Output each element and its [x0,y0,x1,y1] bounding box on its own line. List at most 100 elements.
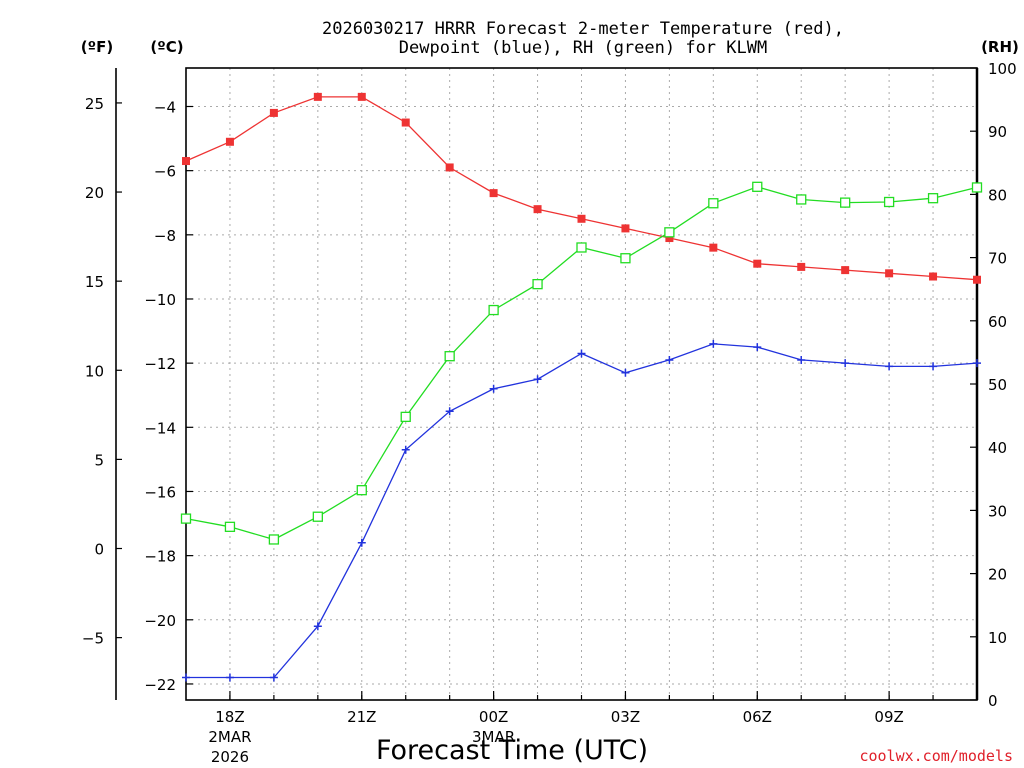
celsius-tick-label: −10 [144,291,176,309]
rh-point [796,194,807,205]
fahrenheit-tick-label: 0 [94,541,104,559]
dewpoint-point [753,343,762,352]
dewpoint-point [225,673,234,682]
rh-point [532,278,543,290]
celsius-tick-label: −14 [144,419,176,437]
temperature-point [225,137,234,146]
dewpoint-point [577,349,586,358]
rh-point [356,485,367,496]
rh-point [840,197,851,208]
fahrenheit-tick-label: 10 [85,362,104,380]
rh-tick-label: 100 [988,60,1017,78]
time-tick-date: 2MAR [208,728,251,746]
time-tick-label: 06Z [743,708,772,726]
dewpoint-point [665,355,674,364]
chart-title-line1: 2026030217 HRRR Forecast 2-meter Tempera… [322,19,844,39]
rh-tick-label: 90 [988,123,1007,141]
celsius-tick-label: −4 [154,98,176,116]
rh-tick-label: 0 [988,692,998,710]
celsius-ticks: −4 −6 −8 −10 −12 −14 −16 −18 −20 −22 [144,98,193,694]
dewpoint-point [621,368,630,377]
temperature-point [357,92,366,101]
fahrenheit-tick-label: 25 [85,95,104,113]
fahrenheit-tick-label: −5 [82,630,104,648]
temperature-point [973,275,981,284]
series-layer [180,92,983,682]
temperature-point [489,189,498,198]
time-tick-label: 18Z [215,708,244,726]
dewpoint-point [269,673,278,682]
dewpoint-point [929,362,938,371]
dewpoint-point [357,538,366,547]
temperature-point [709,243,718,252]
time-tick-year: 2026 [211,748,249,766]
rh-tick-label: 70 [988,250,1007,268]
rh-point [752,181,763,192]
series-rh [180,181,983,545]
credit-link[interactable]: coolwx.com/models [859,747,1013,765]
temperature-point [401,118,410,127]
temperature-point [577,214,586,223]
temperature-point [753,259,762,268]
rh-unit-label: (RH) [981,38,1019,56]
fahrenheit-tick-label: 20 [85,184,104,202]
rh-point [576,242,587,253]
rh-point [224,521,236,532]
rh-point [620,253,631,264]
temperature-point [445,163,454,172]
rh-point [400,411,411,423]
temperature-point [313,92,322,101]
dewpoint-point [401,445,410,454]
rh-tick-label: 40 [988,439,1007,457]
temperature-point [797,262,806,271]
rh-tick-label: 50 [988,376,1007,394]
rh-point [488,304,499,316]
fahrenheit-unit-label: (ºF) [81,38,113,56]
chart-title-line2: Dewpoint (blue), RH (green) for KLWM [399,38,767,58]
plot-frame [185,67,978,701]
rh-point [312,511,323,522]
temperature-point [929,272,938,281]
series-dewpoint [182,339,981,682]
rh-point [883,196,895,208]
rh-tick-label: 80 [988,186,1007,204]
rh-point [268,534,280,545]
temperature-point [885,269,894,278]
fahrenheit-tick-label: 5 [94,451,104,469]
time-ticks: 18Z 2MAR 2026 21Z 00Z 3MAR 03Z 06Z 09Z [208,691,934,766]
temperature-point [269,108,278,117]
rh-point [708,198,719,209]
celsius-tick-label: −18 [144,548,176,566]
dewpoint-point [709,339,718,348]
celsius-unit-label: (ºC) [150,38,183,56]
time-tick-label: 00Z [479,708,508,726]
time-tick-label: 09Z [874,708,903,726]
time-tick-date: 3MAR [472,728,515,746]
dewpoint-point [973,359,981,368]
dewpoint-point [533,375,542,384]
dewpoint-point [313,622,322,631]
rh-tick-label: 60 [988,313,1007,331]
temperature-point [621,224,630,233]
temperature-point [533,205,542,214]
rh-tick-label: 20 [988,566,1007,584]
rh-point [444,351,455,362]
time-tick-label: 03Z [611,708,640,726]
celsius-tick-label: −8 [154,227,176,245]
temperature-point [841,266,850,275]
rh-ticks: 0 10 20 30 40 50 60 70 80 90 100 [970,60,1017,710]
rh-point [927,193,939,204]
x-axis-label: Forecast Time (UTC) [376,735,648,766]
celsius-tick-label: −6 [154,163,176,181]
dewpoint-point [797,355,806,364]
dewpoint-point [182,673,190,682]
celsius-tick-label: −12 [144,355,176,373]
dewpoint-point [489,384,498,393]
rh-tick-label: 30 [988,502,1007,520]
temperature-point [182,157,190,166]
grid-layer [186,68,977,700]
fahrenheit-ticks: 25 20 15 10 5 0 −5 [82,95,122,648]
rh-tick-label: 10 [988,629,1007,647]
dewpoint-point [885,362,894,371]
